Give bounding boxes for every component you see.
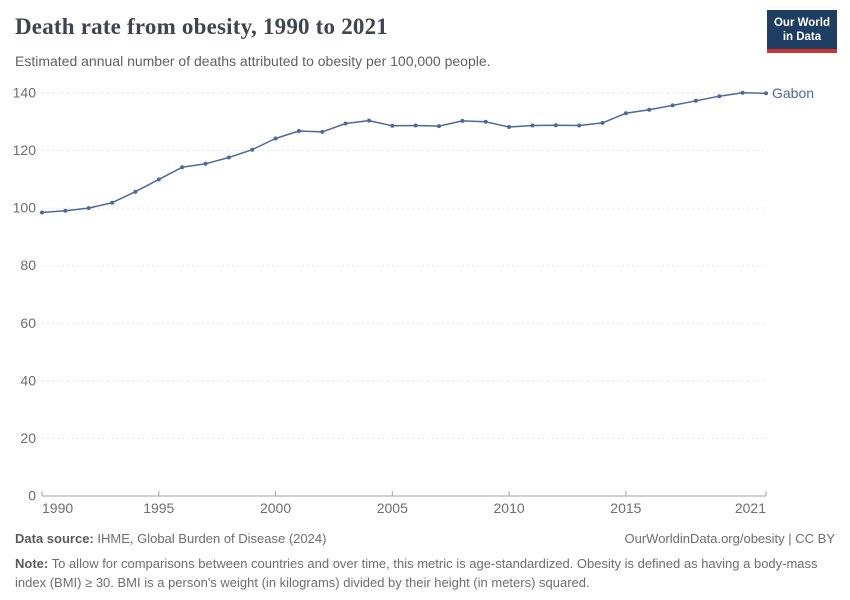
chart-footer: Data source: IHME, Global Burden of Dise… <box>15 531 835 593</box>
series-end-label[interactable]: Gabon <box>772 85 815 102</box>
x-tick-label: 2015 <box>610 500 641 516</box>
data-point[interactable] <box>133 189 138 194</box>
note-text: To allow for comparisons between countri… <box>15 556 818 590</box>
data-point[interactable] <box>530 123 535 128</box>
y-tick-label: 140 <box>13 85 37 101</box>
y-tick-label: 60 <box>20 315 36 331</box>
x-tick-label: 2000 <box>260 500 291 516</box>
data-point[interactable] <box>460 118 465 123</box>
data-point[interactable] <box>647 107 652 112</box>
data-point[interactable] <box>390 123 395 128</box>
data-source-text: IHME, Global Burden of Disease (2024) <box>97 531 327 546</box>
chart-canvas[interactable]: 0 20 40 60 80 100 120 140 1990 1995 2000 2005 2010 20… <box>0 0 850 530</box>
note-label: Note: <box>15 556 49 571</box>
data-point[interactable] <box>693 98 698 103</box>
y-tick-label: 20 <box>20 430 36 446</box>
data-point[interactable] <box>623 111 628 116</box>
data-point[interactable] <box>320 129 325 134</box>
y-tick-label: 120 <box>13 142 37 158</box>
owid-logo-line2: in Data <box>782 31 822 44</box>
data-point[interactable] <box>437 124 441 129</box>
x-tick-label: 2010 <box>494 500 525 516</box>
data-source: Data source: IHME, Global Burden of Dise… <box>15 531 326 546</box>
data-point[interactable] <box>63 208 68 213</box>
owid-logo[interactable]: Our World in Data <box>766 10 837 53</box>
data-point[interactable] <box>553 123 558 128</box>
data-point[interactable] <box>40 210 44 215</box>
data-source-label: Data source: <box>15 531 94 546</box>
data-point[interactable] <box>367 118 371 123</box>
data-point[interactable] <box>343 121 348 126</box>
data-point[interactable] <box>180 165 185 170</box>
data-point[interactable] <box>250 147 255 152</box>
data-point[interactable] <box>740 90 745 95</box>
page-title: Death rate from obesity, 1990 to 2021 <box>15 14 388 39</box>
y-tick-label: 40 <box>20 372 36 388</box>
data-point[interactable] <box>86 206 91 211</box>
x-tick-label: 1995 <box>143 500 174 516</box>
chart-note: Note: To allow for comparisons between c… <box>15 555 835 593</box>
data-point[interactable] <box>203 161 208 166</box>
x-tick-label: 2021 <box>735 500 766 516</box>
data-point[interactable] <box>483 119 488 124</box>
x-tick-label: 1990 <box>42 500 73 516</box>
x-tick-label: 2005 <box>377 500 408 516</box>
footer-link[interactable]: OurWorldinData.org/obesity | CC BY <box>624 531 836 546</box>
y-tick-label: 0 <box>28 488 36 504</box>
data-point[interactable] <box>507 125 512 129</box>
y-tick-label: 100 <box>13 200 37 216</box>
data-point[interactable] <box>156 177 161 182</box>
data-point[interactable] <box>717 94 722 99</box>
data-point[interactable] <box>226 155 231 160</box>
data-point[interactable] <box>110 200 115 205</box>
y-tick-label: 80 <box>20 257 36 273</box>
data-point[interactable] <box>296 129 301 133</box>
owid-logo-line1: Our World <box>773 17 830 29</box>
data-line[interactable] <box>41 91 767 214</box>
data-point[interactable] <box>413 123 418 128</box>
data-point[interactable] <box>764 91 768 96</box>
data-point[interactable] <box>670 103 675 108</box>
data-point[interactable] <box>273 136 278 141</box>
chart-subtitle: Estimated annual number of deaths attrib… <box>15 53 491 69</box>
data-point[interactable] <box>577 123 582 128</box>
data-point[interactable] <box>600 120 605 125</box>
